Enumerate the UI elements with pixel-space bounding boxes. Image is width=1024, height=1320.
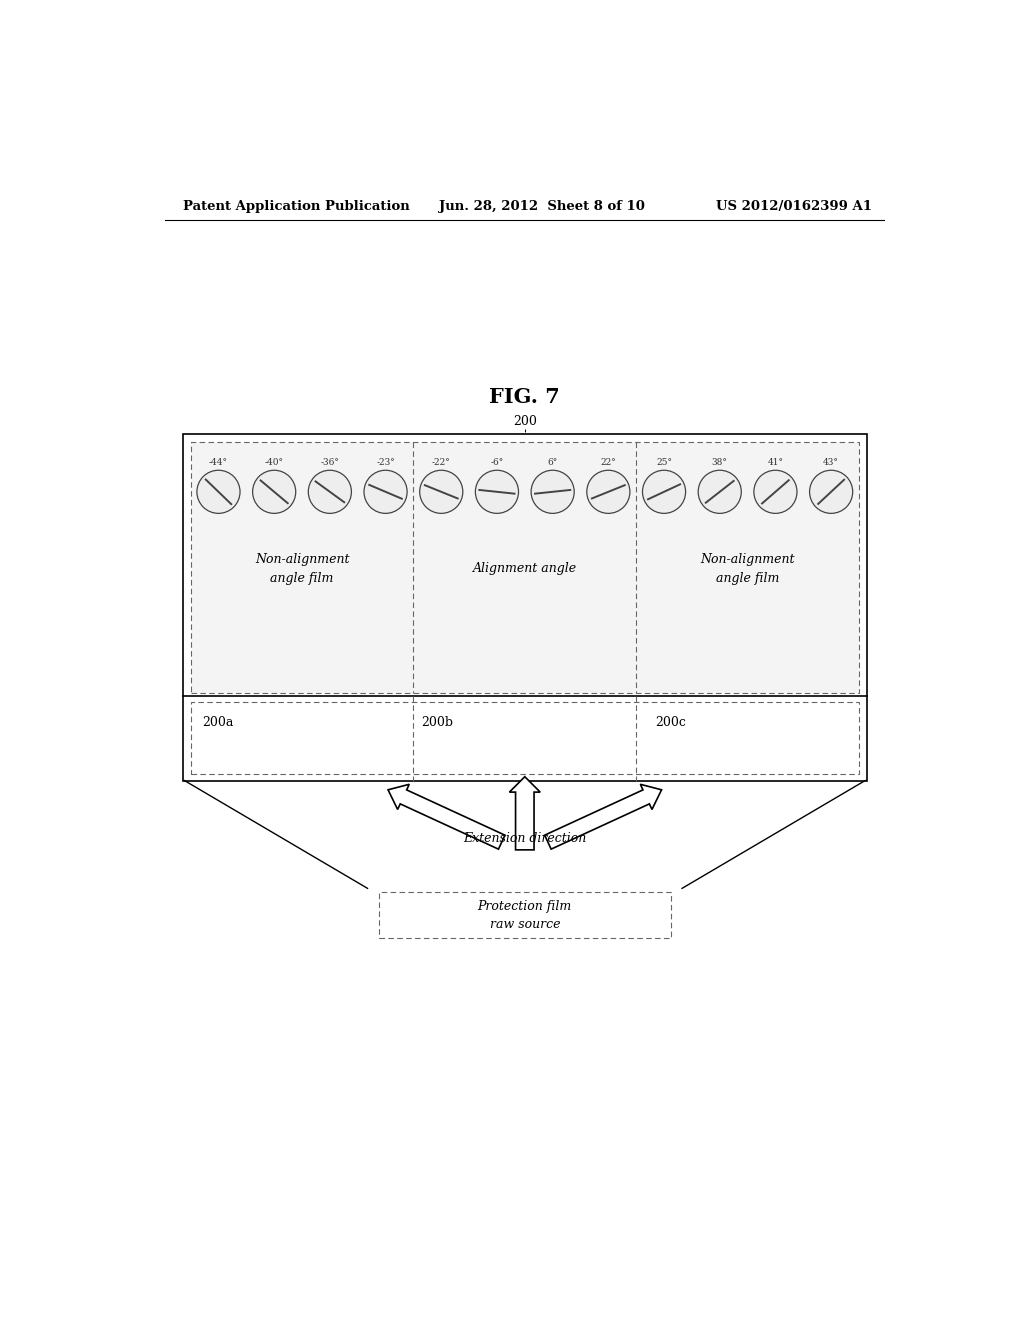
Bar <box>190 702 859 775</box>
Bar <box>379 892 671 939</box>
Text: 22°: 22° <box>600 458 616 467</box>
Bar <box>190 442 859 693</box>
Polygon shape <box>388 784 505 849</box>
Circle shape <box>475 470 518 513</box>
Circle shape <box>531 470 574 513</box>
Text: 43°: 43° <box>823 458 839 467</box>
Circle shape <box>253 470 296 513</box>
Text: 200: 200 <box>513 416 537 428</box>
Text: -44°: -44° <box>209 458 228 467</box>
Circle shape <box>308 470 351 513</box>
Text: US 2012/0162399 A1: US 2012/0162399 A1 <box>716 199 871 213</box>
Text: 200a: 200a <box>202 717 233 730</box>
Circle shape <box>587 470 630 513</box>
Text: -40°: -40° <box>264 458 284 467</box>
Text: 38°: 38° <box>712 458 728 467</box>
Text: Protection film
raw source: Protection film raw source <box>477 900 572 931</box>
Circle shape <box>642 470 686 513</box>
Circle shape <box>754 470 797 513</box>
Polygon shape <box>545 784 662 849</box>
Bar <box>183 434 866 780</box>
Text: 200c: 200c <box>655 717 686 730</box>
Text: Non-alignment
angle film: Non-alignment angle film <box>255 553 349 585</box>
Polygon shape <box>509 776 541 850</box>
Circle shape <box>364 470 408 513</box>
Text: Patent Application Publication: Patent Application Publication <box>183 199 410 213</box>
Text: Extension direction: Extension direction <box>463 832 587 845</box>
Text: Non-alignment
angle film: Non-alignment angle film <box>700 553 795 585</box>
Circle shape <box>420 470 463 513</box>
Text: 6°: 6° <box>548 458 558 467</box>
Text: 200b: 200b <box>421 717 453 730</box>
Text: 41°: 41° <box>767 458 783 467</box>
Circle shape <box>698 470 741 513</box>
Circle shape <box>810 470 853 513</box>
Text: -36°: -36° <box>321 458 339 467</box>
Text: -23°: -23° <box>376 458 395 467</box>
Text: -22°: -22° <box>432 458 451 467</box>
Text: -6°: -6° <box>490 458 504 467</box>
Text: 25°: 25° <box>656 458 672 467</box>
Text: Jun. 28, 2012  Sheet 8 of 10: Jun. 28, 2012 Sheet 8 of 10 <box>438 199 644 213</box>
Text: FIG. 7: FIG. 7 <box>489 387 560 407</box>
Text: Alignment angle: Alignment angle <box>473 562 577 576</box>
Circle shape <box>197 470 240 513</box>
